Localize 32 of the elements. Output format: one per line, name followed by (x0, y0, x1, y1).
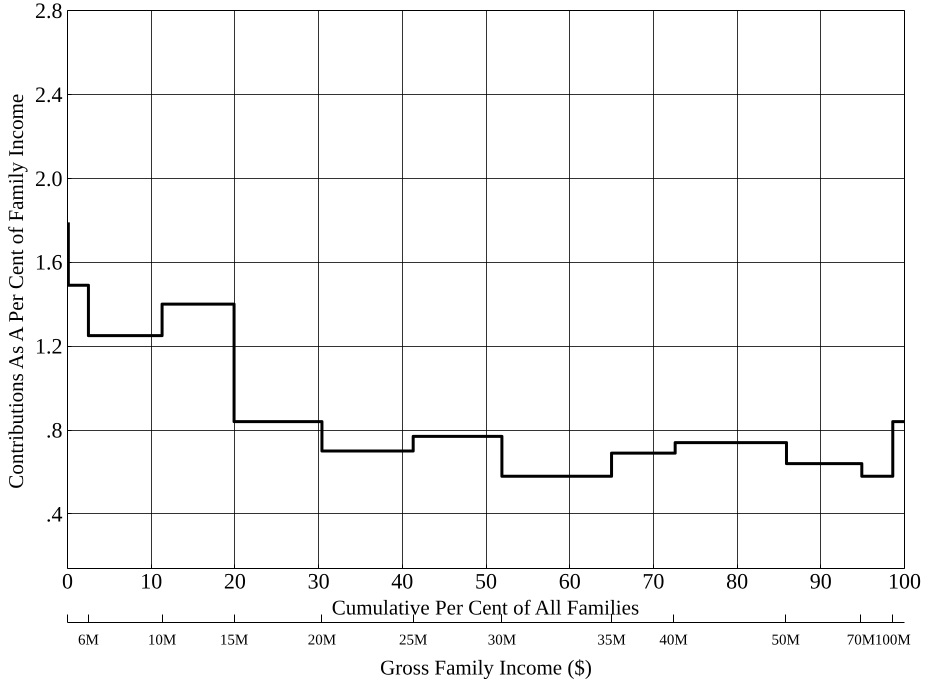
annotation: 6M (78, 632, 99, 648)
annotation: 40M (659, 632, 688, 648)
y-tick-label: 1.6 (35, 250, 62, 275)
y-axis-title: Contributions As A Per Cent of Family Income (4, 94, 28, 489)
x-tick-label: 70 (642, 568, 664, 594)
annotation: 50M (771, 632, 800, 648)
annotation: 100M (874, 632, 911, 648)
annotation: 25M (399, 632, 428, 648)
annotation: 30M (488, 632, 516, 648)
x-tick-label: 20 (224, 568, 246, 594)
x-tick-label: 10 (140, 568, 162, 594)
x-axis-title: Cumulative Per Cent of All Families (332, 596, 640, 620)
x-tick-label: 90 (810, 568, 832, 594)
annotation: 35M (597, 632, 626, 648)
x-tick-label: 30 (308, 568, 330, 594)
annotation: 20M (308, 632, 336, 648)
y-tick-label: 2.8 (35, 0, 62, 23)
annotation: 70M (846, 632, 876, 648)
x2-axis-title: Gross Family Income ($) (380, 656, 592, 680)
y-tick-label: 2.4 (35, 82, 62, 107)
x-tick-label: 0 (62, 568, 73, 594)
y-tick-label: .4 (46, 501, 62, 526)
x-tick-label: 100 (888, 568, 921, 594)
annotation: 10M (148, 632, 176, 648)
y-tick-label: 2.0 (35, 166, 62, 191)
x-tick-label: 60 (558, 568, 581, 594)
y-tick-label: .8 (46, 418, 62, 443)
x-tick-label: 80 (726, 568, 748, 594)
x-tick-label: 40 (391, 568, 414, 594)
y-tick-label: 1.2 (35, 334, 62, 359)
annotation: 15M (220, 632, 248, 648)
x-tick-label: 50 (475, 568, 497, 594)
